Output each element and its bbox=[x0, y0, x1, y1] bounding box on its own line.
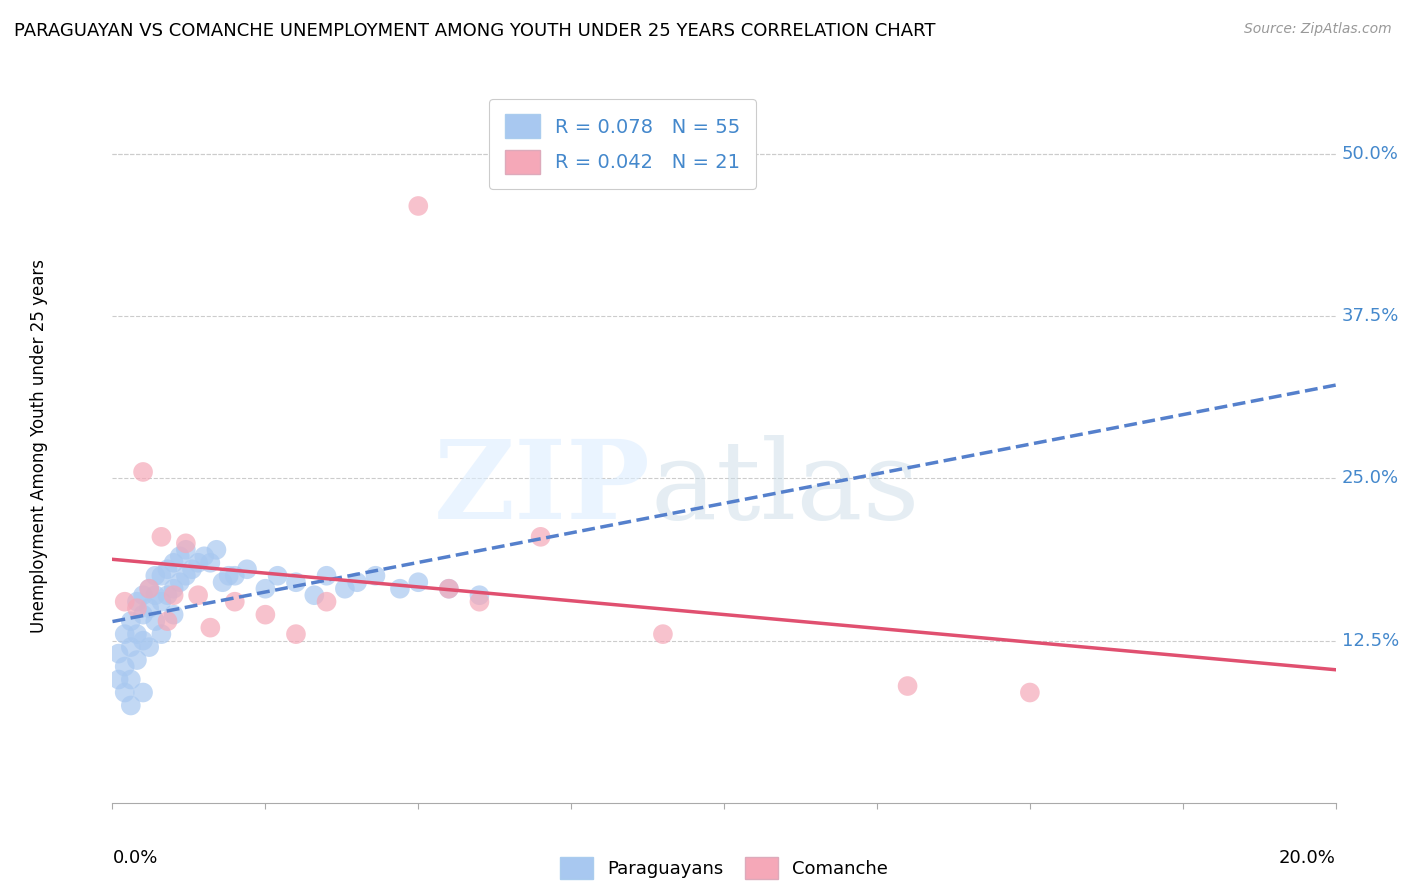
Text: 50.0%: 50.0% bbox=[1341, 145, 1399, 163]
Point bbox=[468, 588, 491, 602]
Text: 12.5%: 12.5% bbox=[1341, 632, 1399, 649]
Point bbox=[107, 647, 129, 661]
Point bbox=[437, 582, 460, 596]
Point bbox=[150, 530, 173, 544]
Point bbox=[143, 588, 166, 602]
Text: atlas: atlas bbox=[651, 435, 921, 542]
Point bbox=[284, 575, 308, 590]
Point bbox=[143, 568, 166, 582]
Point bbox=[114, 659, 136, 673]
Point bbox=[163, 588, 186, 602]
Point bbox=[346, 575, 368, 590]
Point bbox=[1018, 685, 1040, 699]
Point bbox=[114, 627, 136, 641]
Point bbox=[156, 614, 179, 628]
Point bbox=[266, 568, 288, 582]
Text: 0.0%: 0.0% bbox=[112, 849, 157, 867]
Point bbox=[254, 607, 277, 622]
Point bbox=[125, 595, 148, 609]
Point bbox=[150, 627, 173, 641]
Point bbox=[132, 465, 155, 479]
Point bbox=[138, 640, 160, 654]
Point bbox=[138, 582, 160, 596]
Point bbox=[187, 588, 209, 602]
Point bbox=[200, 556, 222, 570]
Text: ZIP: ZIP bbox=[434, 435, 651, 542]
Point bbox=[163, 582, 186, 596]
Point bbox=[156, 588, 179, 602]
Point bbox=[163, 556, 186, 570]
Point bbox=[364, 568, 387, 582]
Point bbox=[107, 673, 129, 687]
Point bbox=[236, 562, 259, 576]
Point bbox=[408, 575, 430, 590]
Point bbox=[468, 595, 491, 609]
Point bbox=[284, 627, 308, 641]
Text: Unemployment Among Youth under 25 years: Unemployment Among Youth under 25 years bbox=[30, 259, 48, 633]
Point bbox=[150, 568, 173, 582]
Point bbox=[120, 640, 142, 654]
Text: 37.5%: 37.5% bbox=[1341, 307, 1399, 326]
Point bbox=[114, 595, 136, 609]
Point bbox=[181, 562, 204, 576]
Point bbox=[120, 673, 142, 687]
Point bbox=[174, 568, 197, 582]
Point bbox=[125, 601, 148, 615]
Point bbox=[132, 633, 155, 648]
Point bbox=[120, 698, 142, 713]
Point bbox=[169, 549, 191, 564]
Point bbox=[200, 621, 222, 635]
Point bbox=[254, 582, 277, 596]
Point bbox=[388, 582, 411, 596]
Point bbox=[218, 568, 240, 582]
Text: PARAGUAYAN VS COMANCHE UNEMPLOYMENT AMONG YOUTH UNDER 25 YEARS CORRELATION CHART: PARAGUAYAN VS COMANCHE UNEMPLOYMENT AMON… bbox=[14, 22, 935, 40]
Point bbox=[156, 562, 179, 576]
Point bbox=[224, 595, 246, 609]
Point bbox=[132, 607, 155, 622]
Point bbox=[652, 627, 675, 641]
Point bbox=[150, 595, 173, 609]
Point bbox=[187, 556, 209, 570]
Point bbox=[120, 614, 142, 628]
Point bbox=[174, 536, 197, 550]
Point bbox=[138, 582, 160, 596]
Point bbox=[138, 601, 160, 615]
Point bbox=[132, 588, 155, 602]
Point bbox=[437, 582, 460, 596]
Point bbox=[211, 575, 233, 590]
Point bbox=[205, 542, 228, 557]
Point bbox=[897, 679, 920, 693]
Point bbox=[114, 685, 136, 699]
Point bbox=[408, 199, 430, 213]
Point bbox=[125, 627, 148, 641]
Point bbox=[333, 582, 356, 596]
Text: Source: ZipAtlas.com: Source: ZipAtlas.com bbox=[1244, 22, 1392, 37]
Point bbox=[132, 685, 155, 699]
Legend: Paraguayans, Comanche: Paraguayans, Comanche bbox=[553, 850, 896, 887]
Point bbox=[193, 549, 215, 564]
Point bbox=[315, 595, 337, 609]
Point bbox=[315, 568, 337, 582]
Point bbox=[224, 568, 246, 582]
Point bbox=[143, 614, 166, 628]
Text: 20.0%: 20.0% bbox=[1279, 849, 1336, 867]
Point bbox=[125, 653, 148, 667]
Point bbox=[174, 542, 197, 557]
Text: 25.0%: 25.0% bbox=[1341, 469, 1399, 487]
Point bbox=[163, 607, 186, 622]
Point bbox=[530, 530, 553, 544]
Point bbox=[169, 575, 191, 590]
Point bbox=[304, 588, 326, 602]
